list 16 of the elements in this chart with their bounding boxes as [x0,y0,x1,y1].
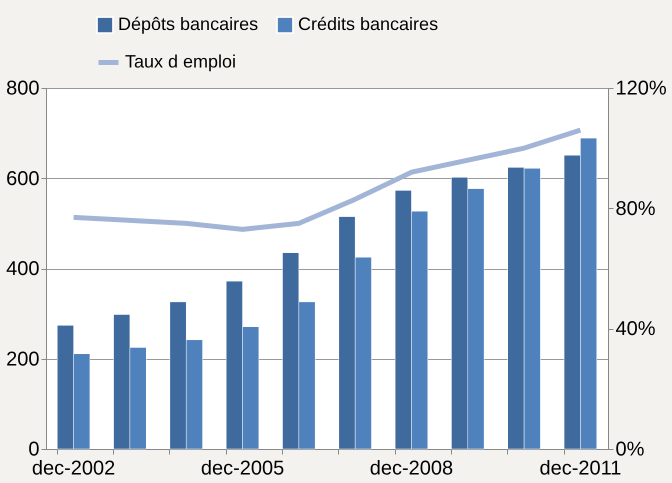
y-tick-label: 200 [6,348,40,370]
y-tick-label: 800 [6,78,40,100]
x-tick-label: dec-2005 [200,458,284,480]
y2-tick-label: 40% [616,318,656,340]
x-tick-label: dec-2011 [539,458,622,480]
y2-tick-label: 0% [616,438,645,460]
y-tick-label: 0 [28,438,40,460]
y-tick-label: 400 [6,258,40,280]
x-tick-label: dec-2008 [370,458,454,480]
legend-label: Crédits bancaires [298,14,438,34]
legend-label: Dépôts bancaires [118,14,258,34]
legend-label: Taux d emploi [125,52,236,72]
x-tick-label: dec-2002 [32,458,116,480]
y-tick-label: 600 [6,168,40,190]
y2-tick-label: 120% [616,78,667,100]
y2-tick-label: 80% [616,198,656,220]
